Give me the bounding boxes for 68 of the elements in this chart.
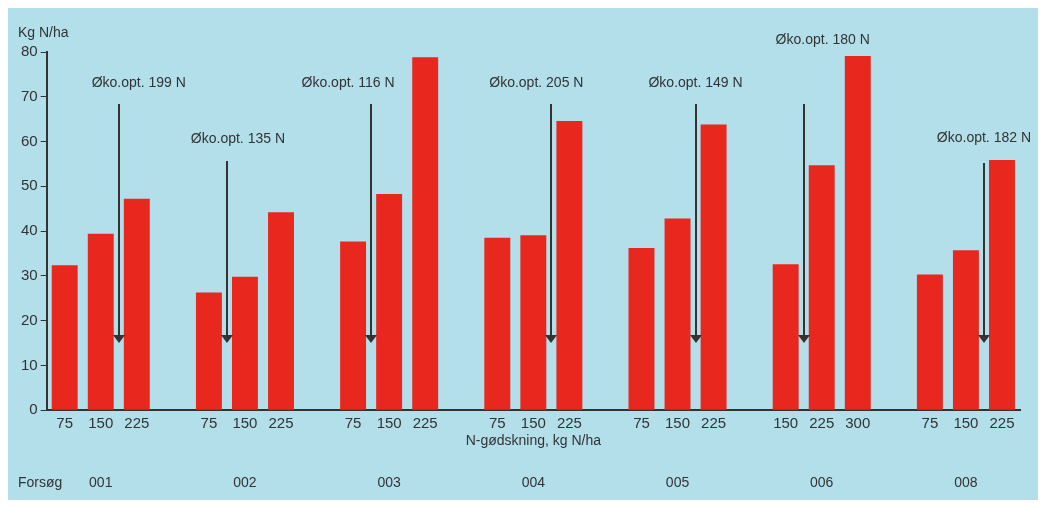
bar xyxy=(195,292,222,410)
y-tick-label: 40 xyxy=(21,221,38,239)
text: 004 xyxy=(520,474,546,490)
bar xyxy=(231,276,258,410)
x-tick-label: 225 xyxy=(268,414,294,432)
annotation: Øko.opt. 205 N xyxy=(488,74,585,90)
x-tick-label: 150 xyxy=(953,414,979,432)
bar xyxy=(664,218,691,410)
bar xyxy=(520,235,547,410)
x-tick-label: 150 xyxy=(376,414,402,432)
y-axis-title: Kg N/ha xyxy=(18,23,69,40)
bar xyxy=(376,193,403,410)
text: Øko.opt. 180 N xyxy=(774,31,871,47)
text: 005 xyxy=(664,474,691,490)
text: 008 xyxy=(953,474,979,490)
bar xyxy=(87,233,114,410)
bar xyxy=(952,250,979,410)
annotation: Øko.opt. 116 N xyxy=(300,74,396,90)
x-tick-label: 150 xyxy=(773,414,799,432)
x-tick-label: 75 xyxy=(921,414,939,432)
bar xyxy=(844,56,871,410)
annotation: Øko.opt. 135 N xyxy=(189,130,286,146)
x-tick-label: 225 xyxy=(124,414,150,432)
bar xyxy=(268,212,294,410)
bar xyxy=(484,237,511,410)
annotation: Øko.opt. 149 N xyxy=(647,74,744,90)
y-tick-label: 0 xyxy=(29,400,38,418)
x-tick-label: 150 xyxy=(665,414,691,432)
bar xyxy=(340,241,367,410)
x-tick-label: 225 xyxy=(701,414,727,432)
y-tick-label: 80 xyxy=(21,42,38,60)
text: 001 xyxy=(88,474,114,490)
bar xyxy=(808,165,835,410)
x-tick-label: 225 xyxy=(809,414,835,432)
x-tick-label: 225 xyxy=(412,414,438,432)
bar xyxy=(412,57,439,410)
x-tick-label: 300 xyxy=(845,414,871,432)
annotation: Øko.opt. 182 N xyxy=(935,129,1032,145)
y-tick-label: 20 xyxy=(21,310,38,328)
x-tick-label: 150 xyxy=(232,414,258,432)
x-tick-label: 75 xyxy=(200,414,218,432)
x-tick-label: 75 xyxy=(488,414,506,432)
bar xyxy=(51,265,78,410)
y-tick-label: 10 xyxy=(21,355,38,373)
x-tick-label: 75 xyxy=(633,414,650,432)
bar xyxy=(700,124,727,410)
y-tick-label: 50 xyxy=(21,176,38,194)
x-axis-title: N-gødskning, kg N/ha xyxy=(465,432,602,449)
y-tick-label: 30 xyxy=(21,266,38,284)
y-tick-label: 70 xyxy=(21,86,38,104)
x-tick-label: 75 xyxy=(56,414,74,432)
bar xyxy=(628,248,655,410)
bar xyxy=(772,264,799,410)
bar xyxy=(123,198,150,410)
x-tick-label: 150 xyxy=(88,414,114,432)
bar xyxy=(916,274,943,410)
annotation: Øko.opt. 199 N xyxy=(90,74,187,90)
text: 003 xyxy=(376,474,402,490)
bar xyxy=(989,159,1015,410)
bar xyxy=(556,120,583,410)
text: Forsøg xyxy=(18,474,63,490)
x-tick-label: 225 xyxy=(989,414,1015,432)
x-tick-label: 225 xyxy=(556,414,582,432)
y-tick-label: 60 xyxy=(21,131,38,149)
x-tick-label: 150 xyxy=(520,414,546,432)
text: 002 xyxy=(232,474,258,490)
text: 006 xyxy=(809,474,835,490)
x-tick-label: 75 xyxy=(344,414,362,432)
